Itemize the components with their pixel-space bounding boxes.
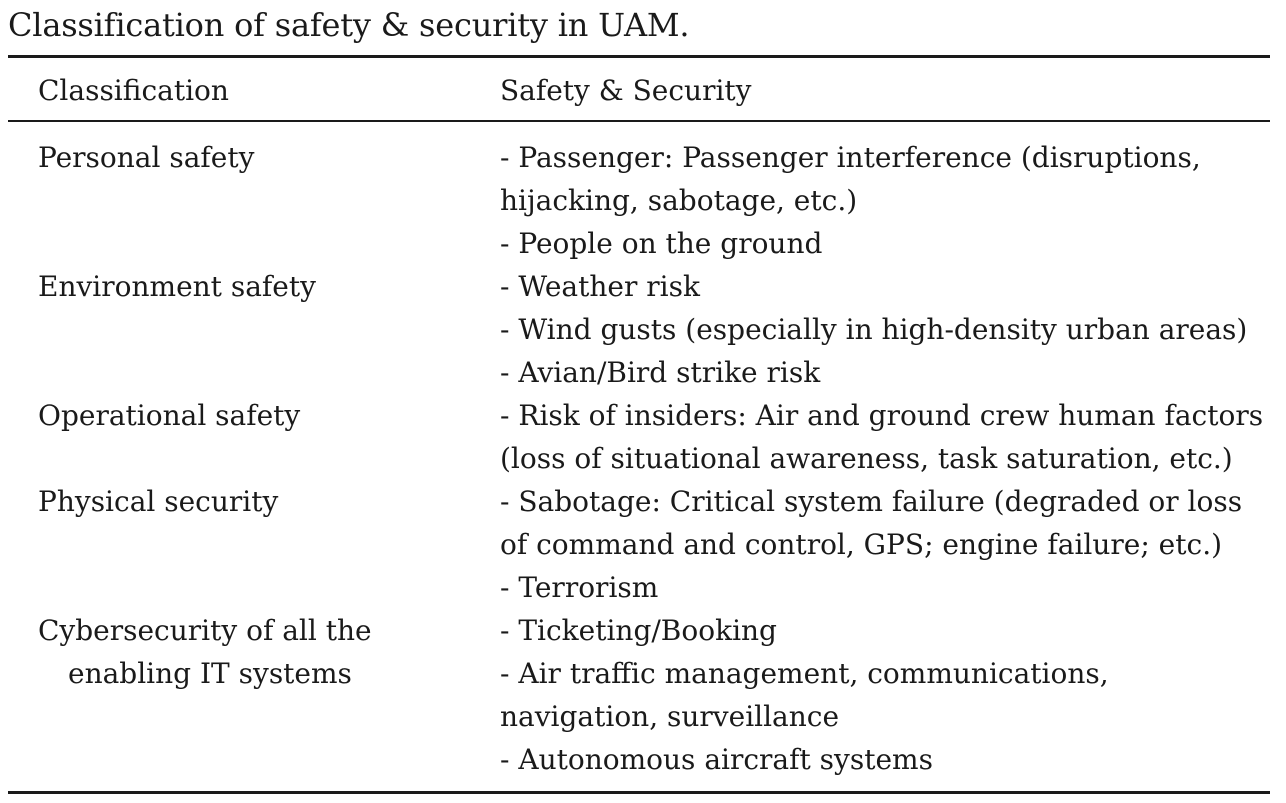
item-line: - Risk of insiders: Air and ground crew … xyxy=(500,399,1264,432)
item-line: - People on the ground xyxy=(500,227,823,260)
item-line: of command and control, GPS; engine fail… xyxy=(500,528,1223,561)
classification-line: Cybersecurity of all the xyxy=(38,614,372,647)
classification-cell: Operational safety xyxy=(38,394,488,437)
item-line: - Air traffic management, communications… xyxy=(500,657,1109,690)
top-rule xyxy=(8,55,1270,58)
safety-security-cell: - Weather risk - Wind gusts (especially … xyxy=(500,265,1280,394)
table-row: Physical security - Sabotage: Critical s… xyxy=(0,480,1286,609)
item-line: - Ticketing/Booking xyxy=(500,614,777,647)
bottom-rule xyxy=(8,791,1270,794)
header-safety-security: Safety & Security xyxy=(500,74,752,107)
classification-line: Personal safety xyxy=(38,141,255,174)
item-line: - Avian/Bird strike risk xyxy=(500,356,821,389)
item-line: - Terrorism xyxy=(500,571,659,604)
classification-line: enabling IT systems xyxy=(68,657,352,690)
item-line: - Wind gusts (especially in high-density… xyxy=(500,313,1248,346)
table-caption: Classification of safety & security in U… xyxy=(8,6,690,44)
item-line: - Weather risk xyxy=(500,270,700,303)
header-rule xyxy=(8,120,1270,122)
item-line: (loss of situational awareness, task sat… xyxy=(500,442,1233,475)
table-row: Operational safety - Risk of insiders: A… xyxy=(0,394,1286,480)
classification-cell: Environment safety xyxy=(38,265,488,308)
item-line: - Autonomous aircraft systems xyxy=(500,743,933,776)
item-line: navigation, surveillance xyxy=(500,700,840,733)
safety-security-cell: - Ticketing/Booking - Air traffic manage… xyxy=(500,609,1280,781)
table-body: Personal safety - Passenger: Passenger i… xyxy=(0,136,1286,781)
classification-line: Physical security xyxy=(38,485,279,518)
item-line: - Passenger: Passenger interference (dis… xyxy=(500,141,1201,174)
classification-cell: Physical security xyxy=(38,480,488,523)
header-row: Classification Safety & Security xyxy=(0,69,1286,112)
classification-line: Environment safety xyxy=(38,270,316,303)
safety-security-cell: - Sabotage: Critical system failure (deg… xyxy=(500,480,1280,609)
classification-line: Operational safety xyxy=(38,399,301,432)
table-row: Environment safety - Weather risk - Wind… xyxy=(0,265,1286,394)
table-row: Personal safety - Passenger: Passenger i… xyxy=(0,136,1286,265)
table-row: Cybersecurity of all the enabling IT sys… xyxy=(0,609,1286,781)
item-line: - Sabotage: Critical system failure (deg… xyxy=(500,485,1243,518)
classification-cell: Personal safety xyxy=(38,136,488,179)
header-classification: Classification xyxy=(38,74,229,107)
classification-cell: Cybersecurity of all the enabling IT sys… xyxy=(38,609,488,695)
safety-security-cell: - Risk of insiders: Air and ground crew … xyxy=(500,394,1280,480)
item-line: hijacking, sabotage, etc.) xyxy=(500,184,858,217)
safety-security-cell: - Passenger: Passenger interference (dis… xyxy=(500,136,1280,265)
